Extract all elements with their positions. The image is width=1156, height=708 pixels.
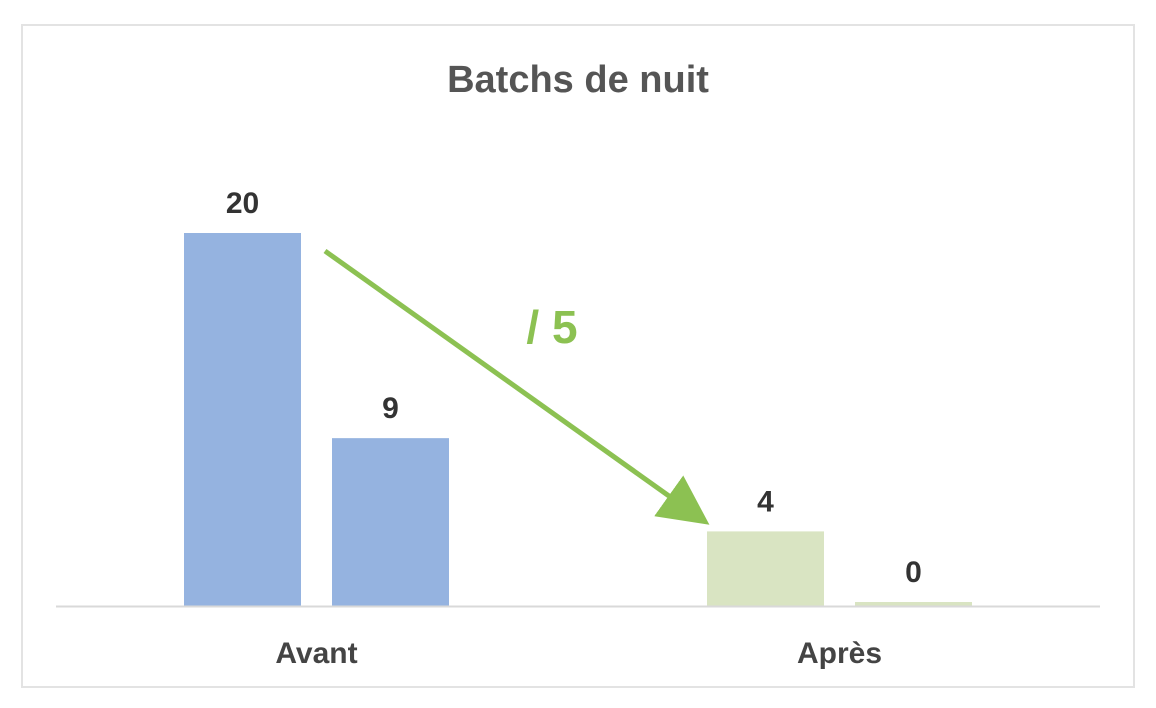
annotation-layer: / 5 — [323, 248, 710, 525]
data-label: 0 — [905, 556, 922, 589]
bars-layer — [184, 233, 972, 606]
category-label: Après — [797, 637, 882, 670]
category-label: Avant — [275, 637, 357, 670]
bar-aprs-2 — [855, 602, 972, 606]
labels-layer: 20 9 Avant 4 0 Après — [226, 187, 922, 670]
chart-title: Batchs de nuit — [447, 59, 709, 101]
bar-aprs-1 — [707, 531, 824, 606]
annotation-arrow — [323, 248, 710, 525]
data-label: 4 — [757, 485, 774, 518]
data-label: 9 — [382, 392, 399, 425]
bar-avant-2 — [332, 438, 449, 606]
bar-avant-1 — [184, 233, 301, 606]
data-label: 20 — [226, 187, 259, 220]
annotation-label: / 5 — [526, 301, 577, 353]
